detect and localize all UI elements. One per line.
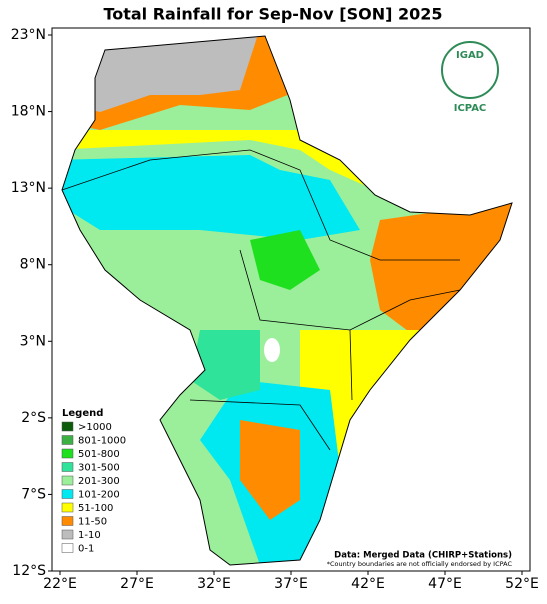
source-note: Data: Merged Data (CHIRP+Stations) [334, 551, 512, 561]
country-border [349, 329, 353, 401]
legend-swatch [61, 448, 74, 459]
x-tick-label: 32°E [197, 576, 231, 592]
legend-label: 201-300 [78, 476, 120, 487]
y-tick-label: 12°S [12, 563, 46, 579]
x-tick-label: 47°E [428, 576, 462, 592]
legend-swatch [61, 421, 74, 432]
legend-label: 1-10 [78, 530, 101, 541]
y-tick-label: 7°S [21, 486, 46, 502]
region-outline [61, 35, 513, 566]
legend-label: 501-800 [78, 449, 120, 460]
x-tick-label: 22°E [43, 576, 77, 592]
legend-label: 801-1000 [78, 436, 126, 447]
y-tick-label: 18°N [11, 104, 46, 120]
x-tick-label: 42°E [351, 576, 385, 592]
legend-swatch [61, 529, 74, 540]
legend-label: 11-50 [78, 517, 107, 528]
legend-label: 301-500 [78, 463, 120, 474]
logo-text: ICPAC [454, 103, 487, 114]
legend-label: >1000 [78, 422, 112, 433]
y-tick-label: 3°N [20, 333, 46, 349]
legend-swatch [61, 489, 74, 499]
x-tick-label: 37°E [274, 576, 308, 592]
y-tick-label: 13°N [11, 180, 46, 196]
legend-swatch [61, 516, 74, 526]
title: Total Rainfall for Sep-Nov [SON] 2025 [103, 5, 442, 24]
legend-label: 0-1 [78, 544, 94, 555]
legend-swatch [61, 435, 74, 445]
legend-label: 51-100 [78, 503, 113, 514]
x-tick-label: 27°E [120, 576, 154, 592]
x-tick-label: 52°E [505, 576, 539, 592]
legend-swatch [61, 502, 74, 513]
logo-circle [441, 41, 499, 99]
y-tick-label: 8°N [20, 257, 46, 273]
legend-swatch [61, 543, 74, 553]
y-tick-label: 2°S [21, 410, 46, 426]
legend-swatch [61, 462, 74, 472]
legend-swatch [61, 475, 74, 486]
country-border [61, 149, 460, 261]
legend-title: Legend [62, 408, 103, 419]
disclaimer: *Country boundaries are not officially e… [327, 560, 513, 568]
logo-text: IGAD [456, 50, 484, 61]
country-border [189, 399, 331, 451]
legend-label: 101-200 [78, 490, 120, 501]
y-tick-label: 23°N [11, 27, 46, 43]
